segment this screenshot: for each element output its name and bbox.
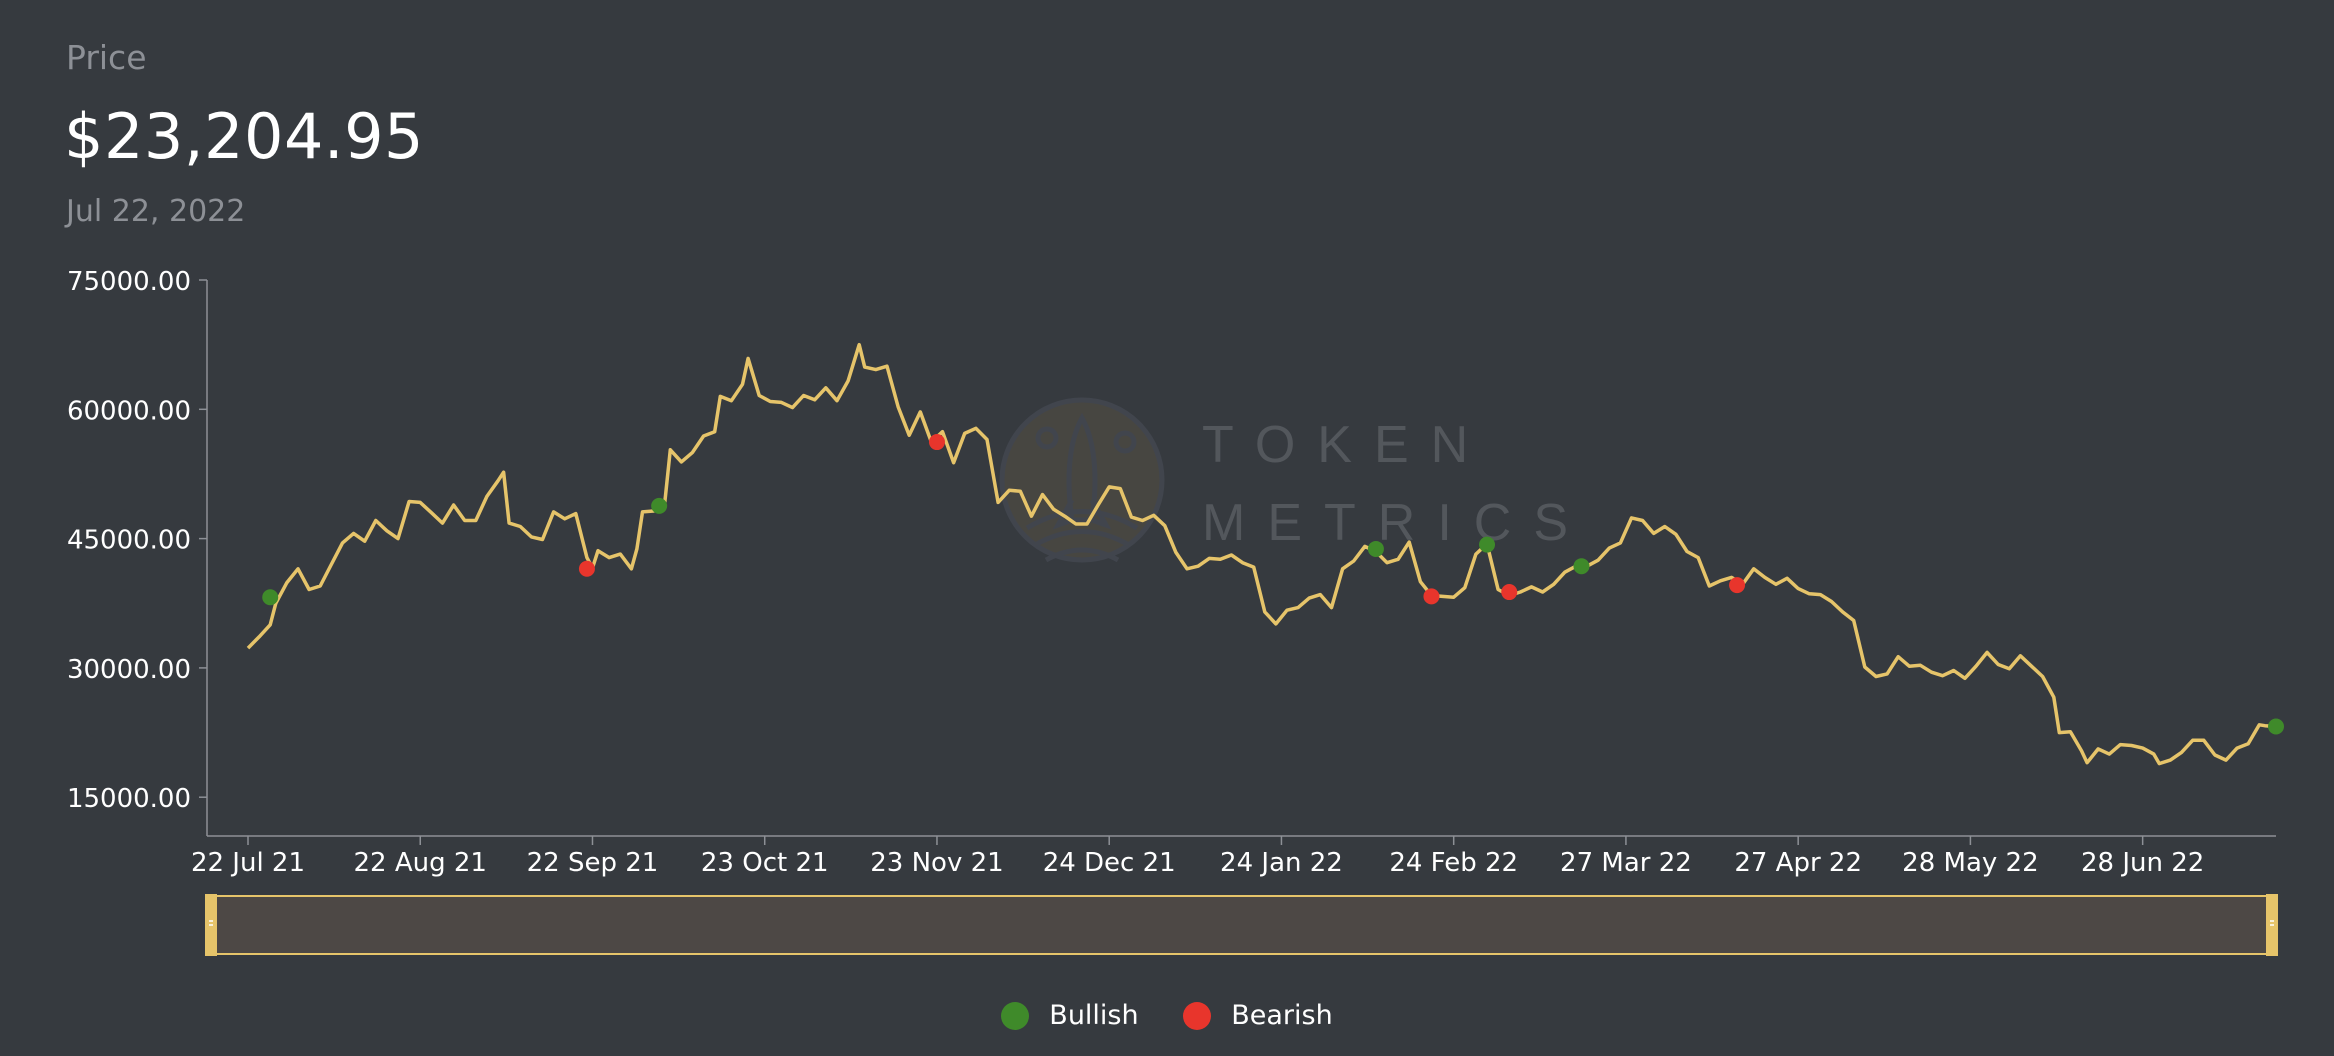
x-tick-label: 27 Mar 22 bbox=[1560, 848, 1692, 878]
x-tick-label: 23 Oct 21 bbox=[701, 848, 829, 878]
bullish-signal-marker[interactable] bbox=[1573, 558, 1590, 575]
x-tick-label: 23 Nov 21 bbox=[870, 848, 1003, 878]
x-tick-label: 22 Jul 21 bbox=[191, 848, 305, 878]
watermark-logo-icon bbox=[999, 397, 1165, 563]
bullish-signal-marker[interactable] bbox=[2268, 718, 2284, 735]
navigator-window[interactable] bbox=[206, 895, 2277, 955]
y-axis: 75000.00 60000.00 45000.00 30000.00 15000.00 bbox=[67, 267, 208, 836]
range-navigator[interactable] bbox=[205, 894, 2278, 956]
x-axis: 22 Jul 21 22 Aug 21 22 Sep 21 23 Oct 21 23 N… bbox=[191, 835, 2276, 878]
bullish-signal-marker[interactable] bbox=[262, 589, 279, 606]
price-chart: TOKEN METRICS 75000.00 60000.00 45000.00 30… bbox=[67, 267, 2284, 956]
watermark-line-2: METRICS bbox=[1202, 494, 1590, 552]
bearish-dot-icon bbox=[1183, 1001, 1212, 1030]
y-tick-label: 60000.00 bbox=[67, 396, 191, 426]
bullish-signal-marker[interactable] bbox=[651, 497, 668, 514]
current-price: $23,204.95 bbox=[64, 100, 424, 173]
marker-layer bbox=[262, 434, 2284, 735]
y-tick-label: 15000.00 bbox=[67, 784, 191, 814]
y-tick-label: 75000.00 bbox=[67, 267, 191, 297]
x-tick-label: 28 May 22 bbox=[1902, 848, 2038, 878]
watermark: TOKEN METRICS bbox=[999, 397, 1590, 563]
bearish-signal-marker[interactable] bbox=[928, 434, 945, 451]
legend-item-bearish[interactable]: Bearish bbox=[1183, 1000, 1333, 1031]
y-tick-label: 30000.00 bbox=[67, 655, 191, 685]
watermark-line-1: TOKEN bbox=[1202, 416, 1490, 474]
price-series-line bbox=[246, 342, 2277, 766]
legend-item-bullish[interactable]: Bullish bbox=[1001, 1000, 1139, 1031]
bullish-dot-icon bbox=[1001, 1001, 1030, 1030]
bullish-signal-marker[interactable] bbox=[1479, 536, 1496, 553]
x-tick-label: 22 Sep 21 bbox=[527, 848, 659, 878]
legend-label-bearish: Bearish bbox=[1231, 1000, 1333, 1031]
x-tick-label: 28 Jun 22 bbox=[2081, 848, 2204, 878]
bullish-signal-marker[interactable] bbox=[1367, 540, 1384, 557]
x-tick-label: 22 Aug 21 bbox=[354, 848, 487, 878]
x-tick-label: 27 Apr 22 bbox=[1734, 848, 1862, 878]
legend-label-bullish: Bullish bbox=[1049, 1000, 1139, 1031]
series-layer bbox=[246, 342, 2277, 766]
x-tick-label: 24 Feb 22 bbox=[1389, 848, 1518, 878]
chart-legend: Bullish Bearish bbox=[0, 1000, 2334, 1037]
price-date: Jul 22, 2022 bbox=[66, 194, 246, 229]
y-tick-label: 45000.00 bbox=[67, 526, 191, 556]
x-tick-label: 24 Jan 22 bbox=[1220, 848, 1343, 878]
bearish-signal-marker[interactable] bbox=[1423, 588, 1440, 605]
x-tick-label: 24 Dec 21 bbox=[1043, 848, 1176, 878]
bearish-signal-marker[interactable] bbox=[1729, 577, 1746, 594]
price-label: Price bbox=[66, 38, 147, 77]
bearish-signal-marker[interactable] bbox=[578, 560, 595, 577]
bearish-signal-marker[interactable] bbox=[1501, 584, 1518, 601]
